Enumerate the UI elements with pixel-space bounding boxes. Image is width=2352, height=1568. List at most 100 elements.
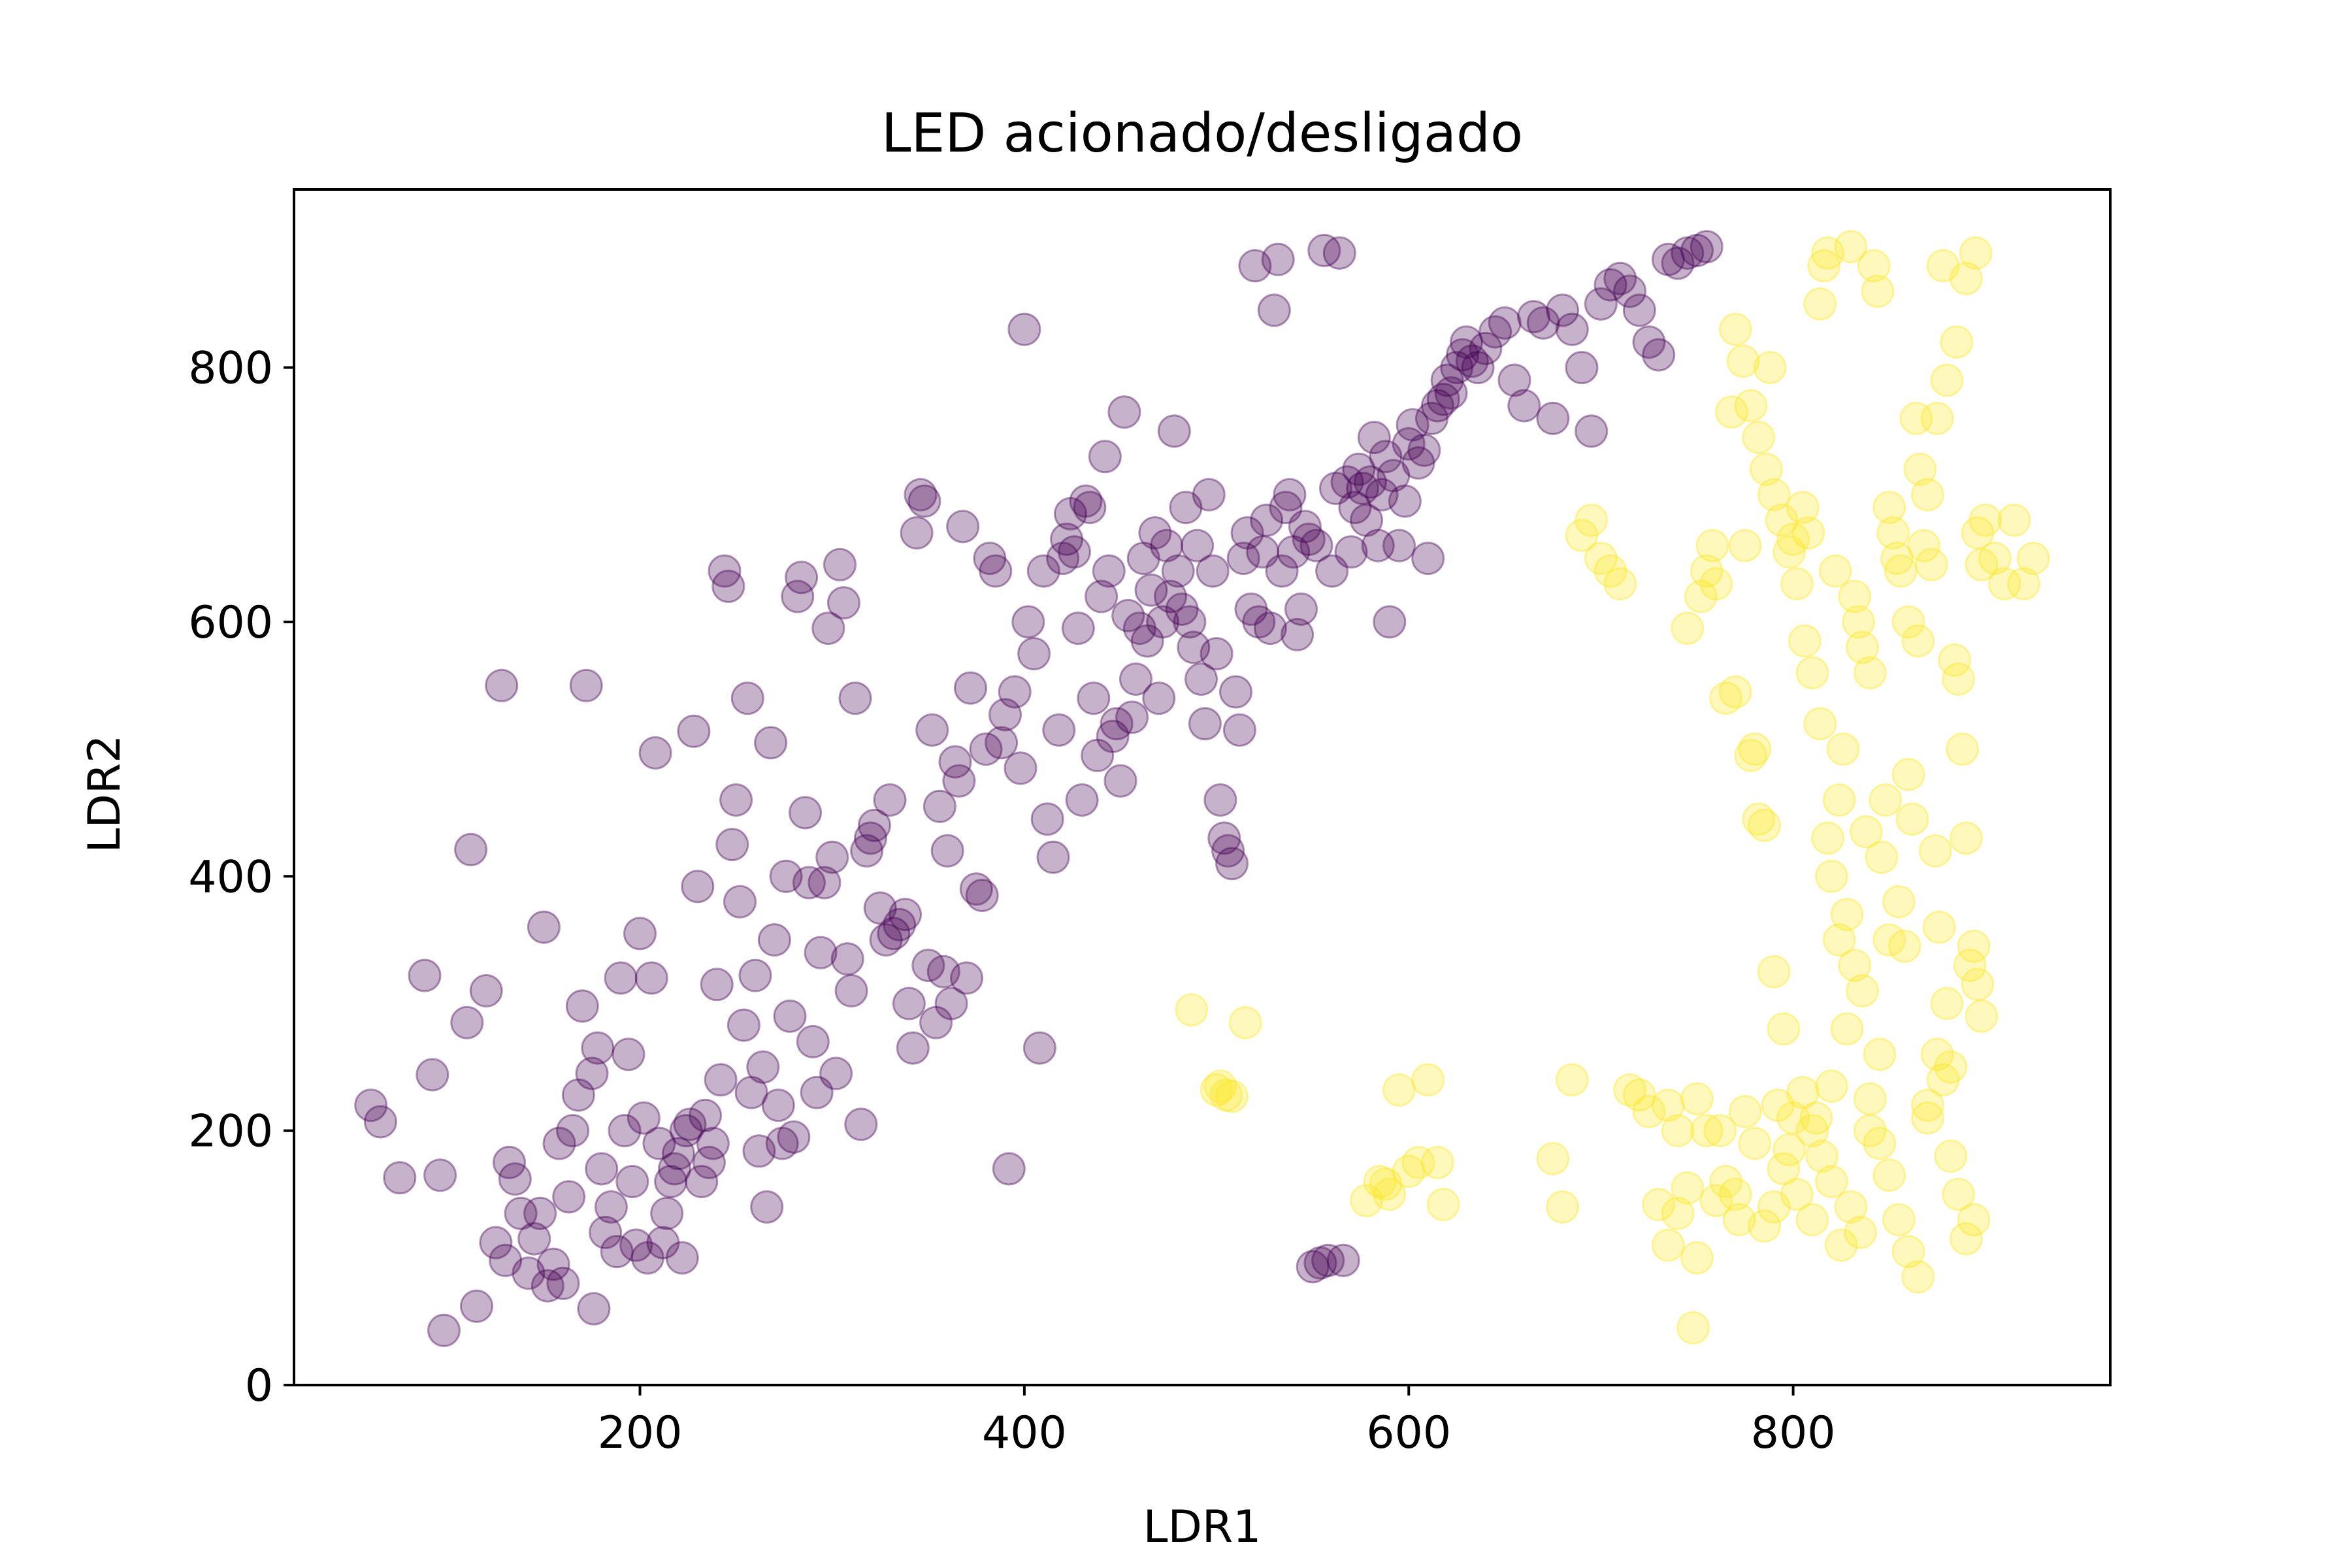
scatter-point-s0-19	[523, 1196, 557, 1230]
scatter-point-s0-233	[1392, 427, 1426, 461]
scatter-point-s1-74	[1865, 840, 1899, 874]
scatter-point-s1-163	[1788, 624, 1821, 658]
scatter-point-s1-43	[1734, 738, 1768, 772]
scatter-point-s1-2	[1203, 1070, 1237, 1103]
scatter-point-s1-157	[1830, 1012, 1864, 1046]
scatter-point-s1-66	[1834, 230, 1868, 264]
scatter-point-s0-118	[926, 955, 960, 988]
scatter-point-s1-38	[1709, 681, 1743, 715]
scatter-point-s0-46	[638, 736, 672, 770]
scatter-point-s1-8	[1369, 1167, 1403, 1201]
scatter-point-s0-24	[546, 1266, 580, 1300]
y-tick-label: 200	[188, 1106, 273, 1158]
scatter-point-s1-48	[1757, 955, 1791, 988]
scatter-point-s0-256	[1546, 293, 1580, 327]
scatter-point-s0-29	[569, 668, 603, 702]
scatter-point-s0-154	[1085, 580, 1119, 613]
scatter-point-s1-45	[1742, 802, 1776, 836]
scatter-point-s1-51	[1772, 1133, 1806, 1167]
x-tick-label: 400	[982, 1407, 1067, 1459]
scatter-point-s0-56	[677, 714, 711, 748]
scatter-point-s0-134	[998, 675, 1032, 709]
scatter-point-s0-65	[711, 569, 745, 603]
scatter-point-s0-80	[769, 859, 803, 893]
scatter-point-s0-101	[854, 821, 887, 855]
scatter-point-s0-109	[892, 987, 926, 1021]
scatter-point-s0-4	[416, 1058, 449, 1092]
scatter-point-s1-92	[1934, 1050, 1968, 1084]
scatter-point-s1-95	[1946, 732, 1979, 766]
scatter-point-s0-130	[979, 554, 1013, 588]
scatter-point-s1-35	[1695, 529, 1729, 563]
scatter-point-s0-223	[1350, 503, 1383, 537]
scatter-point-s0-245	[1450, 325, 1483, 359]
scatter-point-s0-117	[923, 789, 956, 823]
scatter-point-s1-13	[1411, 1063, 1445, 1097]
scatter-point-s0-1	[363, 1105, 397, 1139]
scatter-point-s0-0	[354, 1088, 388, 1122]
scatter-point-s0-166	[1130, 624, 1164, 658]
scatter-point-s1-33	[1684, 580, 1718, 613]
scatter-point-s0-252	[1507, 389, 1541, 423]
scatter-point-s1-161	[1803, 707, 1837, 741]
scatter-point-s1-104	[1997, 503, 2031, 537]
scatter-point-s0-239	[1420, 389, 1454, 423]
scatter-point-s0-264	[1622, 293, 1656, 327]
scatter-point-s1-158	[1822, 923, 1856, 957]
scatter-point-s0-84	[785, 561, 819, 595]
scatter-point-s0-249	[1478, 315, 1512, 349]
scatter-point-s0-212	[1307, 233, 1341, 267]
scatter-point-s0-263	[1613, 274, 1647, 308]
scatter-point-s1-120	[1834, 1190, 1868, 1224]
scatter-point-s0-6	[427, 1313, 461, 1347]
scatter-point-s0-198	[1253, 612, 1287, 645]
scatter-point-s0-67	[719, 783, 753, 817]
scatter-point-s0-66	[715, 828, 749, 862]
scatter-point-s0-183	[1196, 554, 1230, 588]
scatter-point-s0-151	[1073, 491, 1107, 525]
scatter-point-s1-17	[1546, 1190, 1580, 1224]
scatter-point-s0-191	[1226, 542, 1260, 576]
y-tick-label: 400	[188, 851, 273, 903]
scatter-point-s0-17	[512, 1256, 546, 1290]
scatter-point-s1-119	[1844, 1215, 1878, 1249]
scatter-point-s1-116	[1872, 923, 1906, 957]
scatter-point-s0-55	[673, 1107, 707, 1141]
scatter-point-s1-69	[1846, 630, 1879, 664]
scatter-point-s0-190	[1222, 713, 1256, 747]
scatter-point-s0-238	[1415, 401, 1448, 435]
scatter-point-s1-126	[1776, 1101, 1810, 1135]
scatter-point-s0-148	[1061, 612, 1095, 645]
scatter-point-s1-82	[1895, 802, 1929, 836]
scatter-point-s0-255	[1536, 401, 1570, 435]
scatter-point-s0-217	[1326, 1243, 1360, 1277]
scatter-point-s0-137	[1011, 605, 1045, 639]
scatter-point-s1-143	[1882, 1203, 1916, 1237]
scatter-point-s1-150	[1942, 1177, 1976, 1211]
scatter-point-s1-52	[1776, 522, 1810, 556]
scatter-point-s0-208	[1292, 522, 1326, 556]
scatter-point-s0-188	[1215, 847, 1249, 881]
scatter-point-s1-10	[1382, 1073, 1416, 1107]
scatter-point-s1-133	[1709, 1165, 1743, 1198]
scatter-point-s0-221	[1342, 452, 1376, 486]
scatter-point-s1-19	[1565, 519, 1599, 552]
scatter-point-s1-155	[1846, 974, 1879, 1007]
scatter-point-s1-39	[1715, 395, 1748, 429]
scatter-point-s0-59	[689, 1098, 722, 1132]
scatter-point-s0-241	[1430, 363, 1464, 397]
scatter-point-s1-128	[1757, 1190, 1791, 1224]
scatter-point-s0-230	[1377, 459, 1411, 493]
scatter-point-s0-194	[1238, 249, 1272, 283]
scatter-point-s1-87	[1914, 547, 1948, 581]
scatter-point-s0-99	[844, 1107, 878, 1141]
scatter-point-s1-16	[1536, 1142, 1570, 1175]
scatter-point-s0-177	[1173, 605, 1207, 639]
scatter-point-s0-114	[911, 949, 945, 983]
scatter-point-s0-104	[869, 923, 903, 957]
scatter-point-s0-193	[1234, 592, 1268, 626]
scatter-point-s1-32	[1680, 1241, 1714, 1275]
scatter-point-s0-113	[907, 484, 941, 518]
scatter-point-s0-77	[757, 923, 791, 957]
scatter-point-s0-266	[1642, 338, 1676, 372]
